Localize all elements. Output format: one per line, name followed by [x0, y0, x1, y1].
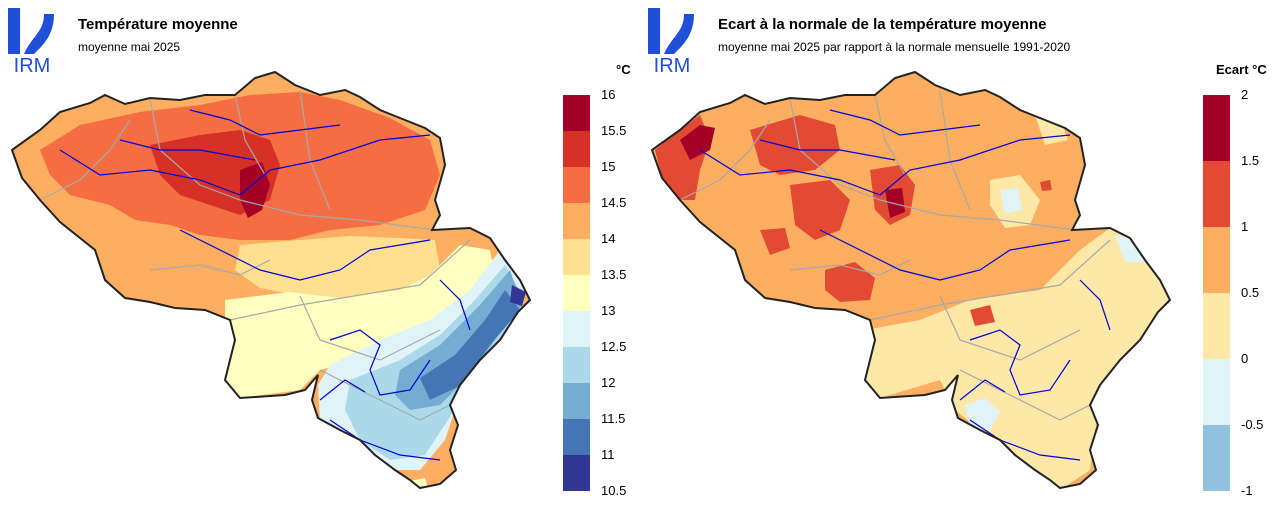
legend-tick-label: 0	[1241, 351, 1249, 366]
legend-tick-label: 15	[601, 159, 616, 174]
legend-swatch	[1203, 161, 1230, 227]
legend-swatch	[563, 419, 590, 455]
legend-swatch	[563, 275, 590, 311]
legend-swatch	[563, 95, 590, 131]
legend-swatch	[563, 383, 590, 419]
belgium-temperature-map	[11, 71, 531, 489]
legend-swatch	[563, 167, 590, 203]
map-subtitle: moyenne mai 2025 par rapport à la normal…	[718, 40, 1071, 54]
logo-text: IRM	[654, 55, 691, 74]
panel-temperature: IRM Température moyenne moyenne mai 2025	[8, 8, 631, 498]
legend-swatch	[1203, 359, 1230, 425]
legend-tick-label: -1	[1241, 483, 1253, 498]
legend-tick-label: 0.5	[1241, 285, 1260, 300]
legend-tick-label: 2	[1241, 87, 1249, 102]
irm-logo: IRM	[648, 8, 694, 74]
legend-tick-label: 12.5	[601, 339, 627, 354]
legend-tick-label: 13	[601, 303, 616, 318]
legend-unit: °C	[616, 62, 631, 77]
legend-tick-label: 14.5	[601, 195, 627, 210]
map-title: Température moyenne	[78, 16, 238, 33]
belgium-anomaly-map	[651, 71, 1171, 489]
legend-tick-label: 13.5	[601, 267, 627, 282]
legend-tick-label: 11	[601, 447, 615, 462]
legend-swatch	[1203, 95, 1230, 161]
legend-swatch	[563, 347, 590, 383]
legend-swatch	[1203, 425, 1230, 491]
legend-tick-label: 11.5	[601, 411, 626, 426]
legend-tick-label: 1.5	[1241, 153, 1260, 168]
legend-swatch	[563, 311, 590, 347]
legend-swatch	[1203, 293, 1230, 359]
legend-unit: Ecart °C	[1216, 62, 1267, 77]
legend-tick-label: -0.5	[1241, 417, 1264, 432]
map-title: Ecart à la normale de la température moy…	[718, 16, 1047, 33]
legend-swatch	[563, 239, 590, 275]
legend-swatch	[563, 203, 590, 239]
legend-tick-label: 14	[601, 231, 616, 246]
irm-logo: IRM	[8, 8, 54, 74]
legend-tick-label: 1	[1241, 219, 1249, 234]
legend-swatch	[1203, 227, 1230, 293]
legend-swatch	[563, 131, 590, 167]
legend-tick-label: 15.5	[601, 123, 627, 138]
map-subtitle: moyenne mai 2025	[78, 40, 181, 54]
logo-text: IRM	[14, 55, 51, 74]
legend-tick-label: 16	[601, 87, 616, 102]
panel-anomaly: IRM Ecart à la normale de la température…	[640, 0, 1280, 507]
legend-tick-label: 12	[601, 375, 616, 390]
legend-swatch	[563, 455, 590, 491]
legend-tick-label: 10.5	[601, 483, 627, 498]
